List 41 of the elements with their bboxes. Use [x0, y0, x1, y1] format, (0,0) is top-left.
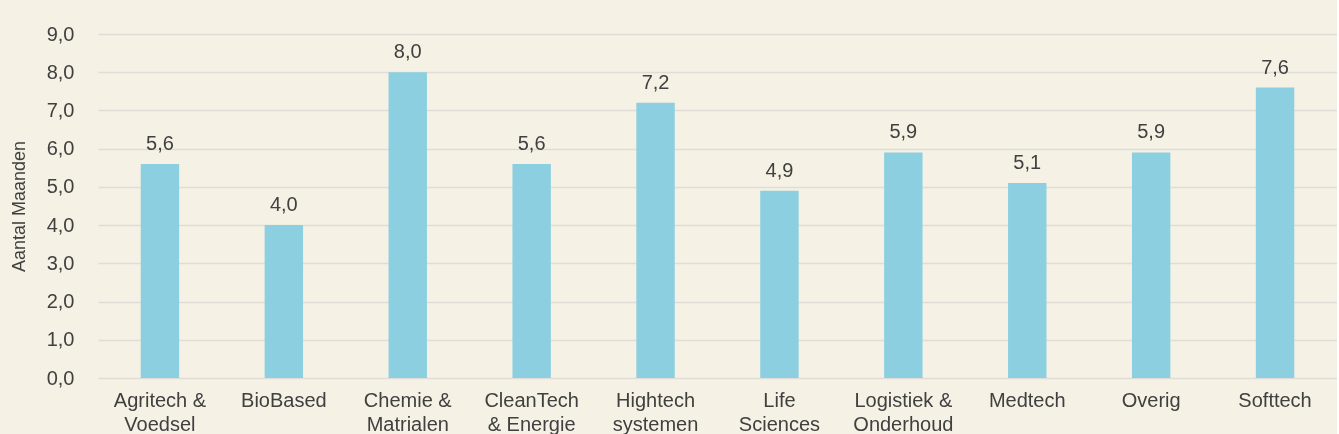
- data-label: 4,0: [269, 193, 298, 216]
- data-label: 5,6: [517, 131, 546, 154]
- y-tick-label: 3,0: [46, 251, 75, 274]
- bar: [1008, 183, 1047, 378]
- x-tick-label: Chemie & Matrialen: [363, 388, 453, 434]
- x-tick-label: CleanTech & Energie: [484, 388, 579, 434]
- y-axis-title: Aantal Maanden: [8, 140, 29, 273]
- data-label: 5,9: [889, 120, 918, 143]
- x-tick-label: Medtech: [988, 388, 1066, 411]
- bar: [264, 225, 304, 378]
- y-tick-label: 0,0: [46, 366, 75, 389]
- bar: [884, 152, 923, 378]
- y-tick-label: 9,0: [46, 22, 75, 45]
- x-tick-label: Life Sciences: [738, 388, 821, 434]
- y-tick-label: 2,0: [46, 290, 75, 313]
- bar: [1131, 152, 1171, 378]
- x-tick-label: Softtech: [1238, 388, 1312, 411]
- x-tick-label: Hightech systemen: [612, 388, 699, 434]
- bar: [388, 72, 427, 378]
- y-tick-label: 8,0: [46, 60, 75, 83]
- bar: [512, 163, 551, 378]
- y-tick-label: 6,0: [46, 137, 75, 160]
- x-tick-label: Logistiek & Onderhoud: [853, 388, 954, 434]
- bar: [636, 102, 675, 378]
- y-tick-label: 4,0: [46, 213, 75, 236]
- x-tick-label: Agritech & Voedsel: [113, 388, 207, 434]
- data-label: 4,9: [765, 158, 794, 181]
- data-label: 7,2: [641, 70, 670, 93]
- data-label: 5,1: [1013, 151, 1042, 174]
- y-tick-label: 1,0: [46, 328, 75, 351]
- data-label: 8,0: [393, 40, 422, 63]
- data-label: 5,6: [146, 131, 174, 154]
- y-tick-label: 7,0: [46, 98, 75, 121]
- y-tick-label: 5,0: [46, 175, 75, 198]
- x-tick-label: BioBased: [241, 388, 327, 411]
- bar: [1255, 87, 1295, 378]
- data-label: 7,6: [1261, 55, 1289, 78]
- x-tick-label: Overig: [1121, 388, 1181, 411]
- bar: [760, 190, 799, 378]
- bar: [140, 163, 180, 378]
- data-label: 5,9: [1137, 120, 1166, 143]
